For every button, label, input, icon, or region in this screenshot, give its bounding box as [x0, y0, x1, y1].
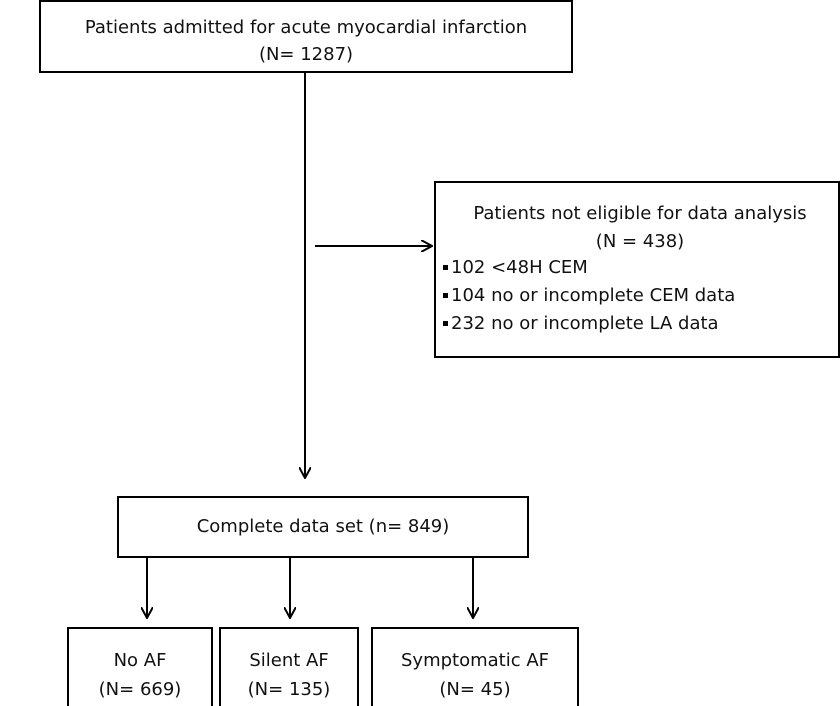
group-box — [67, 627, 213, 706]
group-count: (N= 45) — [439, 679, 510, 700]
group-box — [219, 627, 359, 706]
bullet — [443, 321, 448, 326]
group-count: (N= 669) — [99, 679, 182, 700]
bullet — [443, 293, 448, 298]
group-count: (N= 135) — [248, 679, 331, 700]
excluded-item: 104 no or incomplete CEM data — [451, 285, 735, 306]
excluded-box — [434, 181, 840, 358]
complete-label: Complete data set (n= 849) — [197, 516, 450, 537]
top-title: Patients admitted for acute myocardial i… — [85, 17, 527, 38]
group-label: Silent AF — [249, 650, 328, 671]
excluded-count: (N = 438) — [596, 231, 684, 252]
top-count: (N= 1287) — [259, 44, 353, 65]
top-box — [39, 0, 573, 73]
excluded-item: 102 <48H CEM — [451, 257, 588, 278]
excluded-item: 232 no or incomplete LA data — [451, 313, 719, 334]
group-label: No AF — [114, 650, 167, 671]
group-box — [371, 627, 579, 706]
group-label: Symptomatic AF — [401, 650, 549, 671]
complete-box — [117, 496, 529, 558]
excluded-title: Patients not eligible for data analysis — [473, 203, 806, 224]
bullet — [443, 265, 448, 270]
